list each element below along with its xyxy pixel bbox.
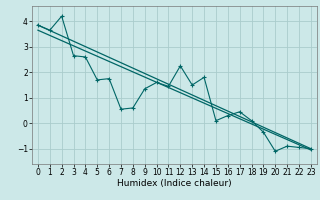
X-axis label: Humidex (Indice chaleur): Humidex (Indice chaleur) (117, 179, 232, 188)
